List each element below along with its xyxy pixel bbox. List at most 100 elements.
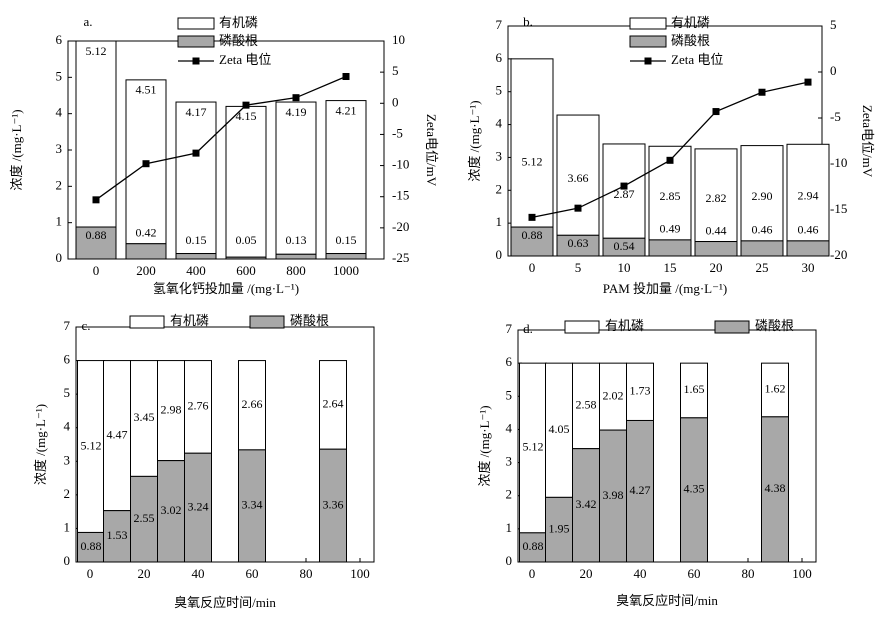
y-tick-label: 6 bbox=[496, 50, 503, 65]
bar-phosphate bbox=[602, 237, 646, 257]
data-label-phosphate: 0.49 bbox=[660, 222, 681, 236]
y2-tick-label: 5 bbox=[392, 63, 399, 78]
y-tick-label: 4 bbox=[56, 105, 63, 120]
bar-organic-phosphorus bbox=[510, 58, 554, 228]
data-label-phosphate: 4.38 bbox=[765, 481, 786, 495]
y-tick-label: 2 bbox=[64, 486, 71, 501]
data-label-organic: 4.15 bbox=[236, 109, 257, 123]
chart-panel-3: 0 1 2 3 4 5 6 7 浓度 /(mg·L⁻¹) 0 20 40 60 80 100 臭氧反应时间/m… bbox=[33, 313, 375, 610]
y2-tick-label: -10 bbox=[830, 155, 847, 170]
y-tick-label: 4 bbox=[64, 419, 71, 434]
data-label-organic: 2.02 bbox=[603, 388, 624, 402]
data-label-organic: 2.76 bbox=[188, 399, 209, 413]
x-axis-label: 臭氧反应时间/min bbox=[616, 593, 718, 608]
x-tick-label: 40 bbox=[634, 566, 647, 581]
data-label-phosphate: 3.24 bbox=[188, 499, 209, 513]
y2-tick-label: 0 bbox=[830, 63, 837, 78]
legend-label-organic: 有机磷 bbox=[671, 15, 710, 30]
bar-phosphate bbox=[519, 532, 547, 563]
data-label-phosphate: 3.98 bbox=[603, 488, 624, 502]
x-tick-label: 0 bbox=[529, 260, 536, 275]
bar-phosphate bbox=[761, 416, 789, 563]
bar-organic-phosphorus bbox=[275, 101, 317, 255]
y-tick-label: 6 bbox=[64, 352, 71, 367]
bar-organic-phosphorus bbox=[175, 101, 217, 255]
y-tick-label: 3 bbox=[506, 454, 513, 469]
legend-swatch-phosphate bbox=[249, 315, 285, 329]
data-label-organic: 2.64 bbox=[323, 397, 344, 411]
bar-phosphate bbox=[740, 240, 784, 257]
bar-phosphate bbox=[325, 253, 367, 260]
data-label-phosphate: 1.53 bbox=[107, 528, 128, 542]
legend-label-organic: 有机磷 bbox=[605, 318, 644, 333]
zeta-marker bbox=[528, 213, 536, 221]
x-tick-label: 200 bbox=[136, 263, 156, 278]
chart-panel-1: 0 1 2 3 4 5 6 浓度 /(mg·L⁻¹) -25 -20 -15 -10 -5 0 5 10 Zet… bbox=[9, 14, 439, 296]
y-tick-label: 2 bbox=[506, 487, 513, 502]
data-label-organic: 1.65 bbox=[684, 382, 705, 396]
plot-frame bbox=[75, 326, 375, 563]
bar-phosphate bbox=[75, 226, 117, 260]
data-label-organic: 3.45 bbox=[134, 410, 155, 424]
y-tick-label: 6 bbox=[506, 354, 513, 369]
data-label-organic: 4.19 bbox=[286, 105, 307, 119]
data-label-phosphate: 0.88 bbox=[523, 539, 544, 553]
bar-organic-phosphorus bbox=[761, 362, 789, 418]
zeta-marker bbox=[142, 160, 150, 168]
x-tick-label: 80 bbox=[742, 566, 755, 581]
y2-tick-label: -5 bbox=[392, 125, 403, 140]
y-tick-label: 0 bbox=[496, 247, 503, 262]
zeta-marker bbox=[292, 94, 300, 102]
x-tick-label: 100 bbox=[792, 566, 812, 581]
bar-organic-phosphorus bbox=[680, 362, 708, 419]
bar-organic-phosphorus bbox=[599, 362, 627, 431]
y-tick-label: 5 bbox=[506, 387, 513, 402]
x-tick-label: 0 bbox=[529, 566, 536, 581]
data-label-phosphate: 0.15 bbox=[336, 233, 357, 247]
x-tick-label: 400 bbox=[186, 263, 206, 278]
bar-organic-phosphorus bbox=[602, 143, 646, 239]
x-tick-label: 1000 bbox=[333, 263, 359, 278]
bar-phosphate bbox=[786, 240, 830, 257]
zeta-marker bbox=[92, 196, 100, 204]
data-label-organic: 1.62 bbox=[765, 382, 786, 396]
bar-phosphate bbox=[510, 226, 554, 257]
x-tick-label: 30 bbox=[802, 260, 815, 275]
data-label-phosphate: 3.36 bbox=[323, 497, 344, 511]
data-label-phosphate: 0.54 bbox=[614, 239, 635, 253]
x-tick-label: 20 bbox=[710, 260, 723, 275]
x-tick-label: 15 bbox=[664, 260, 677, 275]
legend-swatch-organic bbox=[129, 315, 165, 329]
x-tick-label: 20 bbox=[580, 566, 593, 581]
data-label-phosphate: 0.88 bbox=[81, 539, 102, 553]
bar-organic-phosphorus bbox=[694, 148, 738, 243]
data-label-organic: 2.58 bbox=[576, 398, 597, 412]
bar-phosphate bbox=[275, 253, 317, 260]
chart-panel-2: 0 1 2 3 4 5 6 7 浓度 /(mg·L⁻¹) -20 -15 -10 -5 0 5 Zeta电位/… bbox=[467, 14, 875, 296]
y-axis-label: 浓度 /(mg·L⁻¹) bbox=[477, 405, 492, 486]
data-label-organic: 4.05 bbox=[549, 422, 570, 436]
y-tick-label: 6 bbox=[56, 32, 63, 47]
y-tick-label: 7 bbox=[64, 318, 71, 333]
data-label-phosphate: 3.34 bbox=[242, 498, 263, 512]
zeta-marker bbox=[574, 204, 582, 212]
y2-tick-label: -25 bbox=[392, 250, 409, 265]
data-label-organic: 2.82 bbox=[706, 191, 727, 205]
y-tick-label: 2 bbox=[56, 177, 63, 192]
bar-phosphate bbox=[77, 531, 105, 563]
y-tick-label: 1 bbox=[506, 520, 513, 535]
y2-tick-label: -10 bbox=[392, 157, 409, 172]
bar-organic-phosphorus bbox=[545, 362, 573, 498]
y-tick-label: 3 bbox=[56, 141, 63, 156]
bar-organic-phosphorus bbox=[786, 143, 830, 242]
y2-tick-label: 0 bbox=[392, 94, 399, 109]
legend-label-phosphate: 磷酸根 bbox=[290, 313, 329, 328]
x-tick-label: 40 bbox=[192, 566, 205, 581]
data-label-phosphate: 4.27 bbox=[630, 483, 651, 497]
y-tick-label: 0 bbox=[56, 250, 63, 265]
x-tick-label: 60 bbox=[688, 566, 701, 581]
bar-organic-phosphorus bbox=[325, 100, 367, 255]
panel-label: a. bbox=[83, 14, 92, 29]
